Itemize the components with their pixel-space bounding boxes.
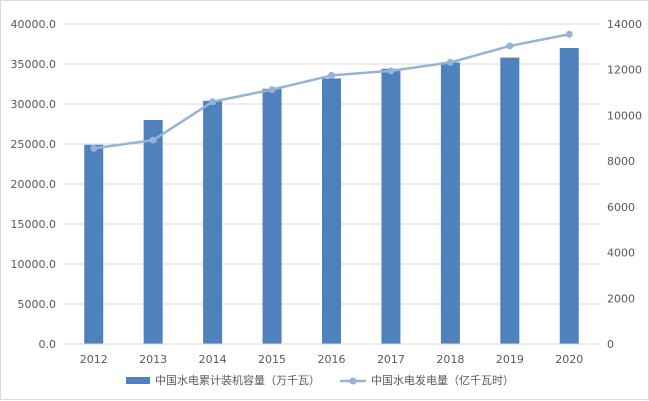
bar (262, 88, 282, 344)
legend-line-marker (349, 377, 357, 385)
y-right-tick-label: 0 (607, 338, 614, 351)
axes: 0.0 5000.0 10000.0 15000.0 20000.0 25000.0 300… (11, 18, 643, 366)
x-tick-label: 2013 (139, 353, 167, 366)
x-tick-label: 2020 (555, 353, 583, 366)
y-left-tick-label: 25000.0 (11, 138, 57, 151)
y-right-tick-label: 4000 (607, 247, 635, 260)
bar (84, 144, 104, 344)
y-right-tick-label: 14000 (607, 18, 642, 31)
line-point (149, 136, 157, 144)
y-left-tick-label: 10000.0 (11, 258, 57, 271)
bar (143, 120, 163, 344)
y-left-tick-label: 30000.0 (11, 98, 57, 111)
line-point (446, 58, 454, 66)
legend-bar-label: 中国水电累计装机容量（万千瓦） (155, 373, 320, 387)
y-left-tick-label: 5000.0 (18, 298, 57, 311)
x-tick-label: 2015 (258, 353, 286, 366)
x-tick-label: 2018 (436, 353, 464, 366)
bar-series (84, 48, 579, 345)
y-right-tick-label: 2000 (607, 292, 635, 305)
legend-bar-swatch (126, 377, 150, 384)
line-point (328, 71, 335, 79)
legend: 中国水电累计装机容量（万千瓦） 中国水电发电量（亿千瓦时） (126, 373, 514, 387)
line-point (209, 98, 217, 106)
x-tick-label: 2017 (377, 353, 405, 366)
y-left-tick-label: 15000.0 (11, 218, 57, 231)
y-right-tick-label: 12000 (607, 64, 642, 77)
bar (322, 78, 341, 345)
bar (500, 57, 520, 344)
x-tick-label: 2012 (80, 353, 108, 366)
line-point (90, 144, 98, 152)
y-left-tick-label: 20000.0 (11, 178, 57, 191)
line-point (565, 30, 573, 38)
legend-line-label: 中国水电发电量（亿千瓦时） (371, 373, 514, 387)
y-right-tick-label: 8000 (607, 155, 635, 168)
x-tick-label: 2016 (318, 353, 346, 366)
x-tick-label: 2019 (496, 353, 524, 366)
y-right-tick-label: 10000 (607, 109, 642, 122)
line-point (387, 67, 395, 75)
bar (559, 48, 579, 344)
y-left-tick-label: 0.0 (39, 338, 57, 351)
y-left-tick-label: 35000.0 (11, 58, 57, 71)
x-tick-label: 2014 (199, 353, 227, 366)
y-right-tick-label: 6000 (607, 201, 635, 214)
y-left-tick-label: 40000.0 (11, 18, 57, 31)
bar (440, 62, 460, 345)
line-point (268, 86, 276, 94)
line-series (90, 30, 573, 152)
bar (381, 68, 401, 345)
bar (203, 100, 223, 344)
line-point (506, 42, 514, 50)
